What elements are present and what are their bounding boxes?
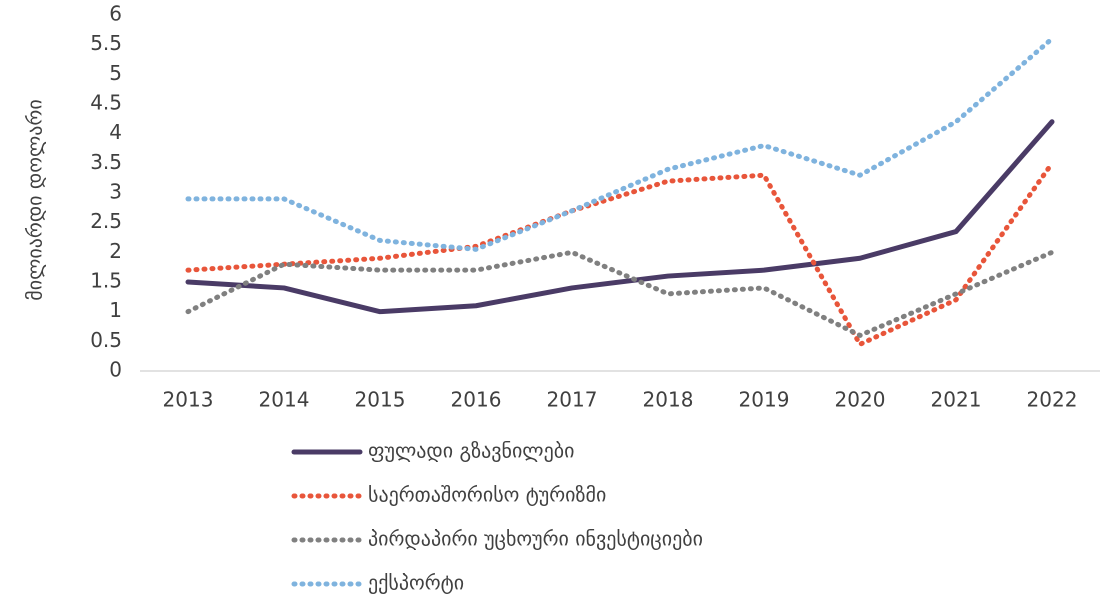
legend-label: ექსპორტი xyxy=(368,571,464,595)
x-tick-label: 2017 xyxy=(547,388,598,412)
y-tick-label: 0.5 xyxy=(90,328,122,352)
y-tick-label: 3 xyxy=(109,180,122,204)
y-tick-label: 0 xyxy=(109,358,122,382)
y-tick-label: 5.5 xyxy=(90,31,122,55)
x-tick-label: 2013 xyxy=(163,388,214,412)
legend-label: პირდაპირი უცხოური ინვესტიციები xyxy=(368,527,703,551)
x-tick-label: 2022 xyxy=(1027,388,1078,412)
y-tick-label: 6 xyxy=(109,2,122,26)
y-tick-label: 3.5 xyxy=(90,150,122,174)
y-axis-label: მილიარდი დოლარი xyxy=(23,99,47,300)
x-tick-label: 2018 xyxy=(643,388,694,412)
x-tick-label: 2016 xyxy=(451,388,502,412)
series-line xyxy=(185,249,1055,338)
x-tick-label: 2019 xyxy=(739,388,790,412)
y-tick-label: 2 xyxy=(109,239,122,263)
x-tick-label: 2015 xyxy=(355,388,406,412)
x-tick-label: 2014 xyxy=(259,388,310,412)
x-tick-label: 2020 xyxy=(835,388,886,412)
legend-label: ფულადი გზავნილები xyxy=(368,439,574,463)
series-line xyxy=(185,119,1055,315)
y-tick-label: 2.5 xyxy=(90,209,122,233)
y-tick-label: 1 xyxy=(109,298,122,322)
y-tick-label: 5 xyxy=(109,61,122,85)
y-tick-label: 1.5 xyxy=(90,269,122,293)
legend-label: საერთაშორისო ტურიზმი xyxy=(368,483,606,507)
x-tick-label: 2021 xyxy=(931,388,982,412)
y-tick-label: 4 xyxy=(109,120,122,144)
y-tick-label: 4.5 xyxy=(90,91,122,115)
series-line xyxy=(185,160,1055,347)
series-line xyxy=(185,36,1055,252)
